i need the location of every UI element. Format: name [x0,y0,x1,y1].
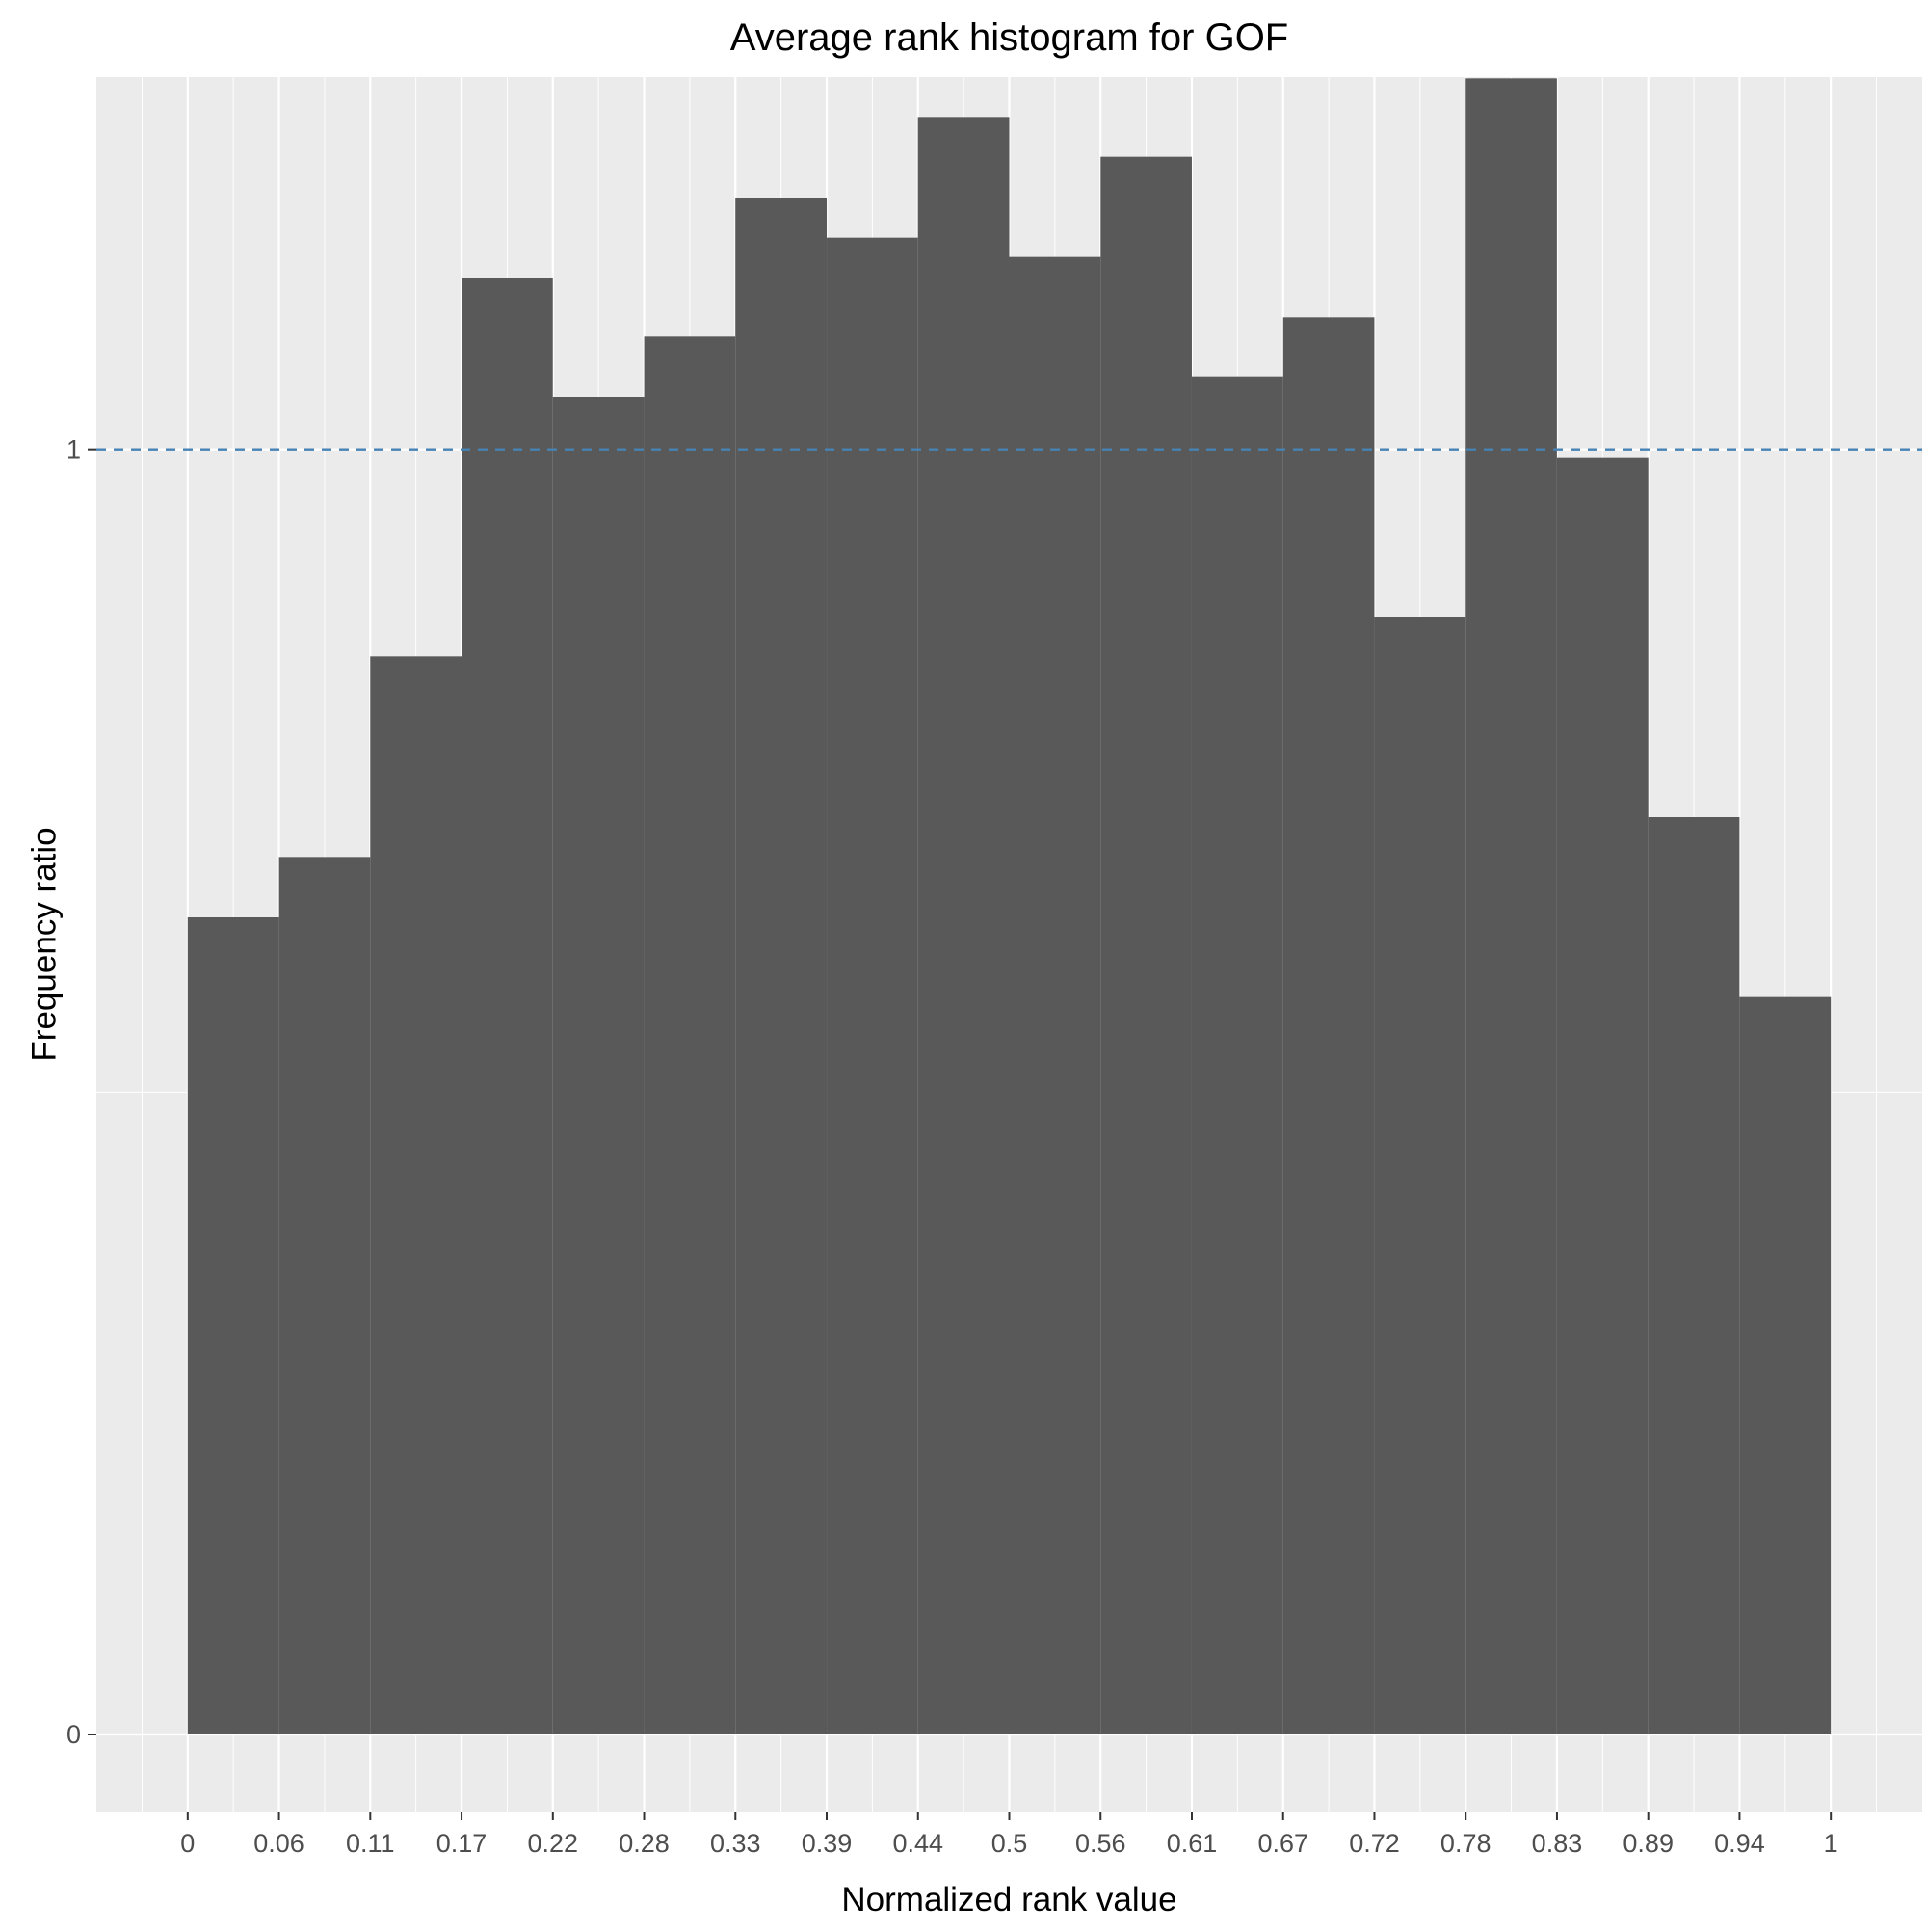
chart-title: Average rank histogram for GOF [730,16,1289,59]
x-tick-label: 0.17 [436,1829,488,1858]
x-tick-label: 0.11 [346,1829,395,1858]
histogram-bar-3 [370,656,462,1735]
histogram-bar-2 [278,857,371,1734]
histogram-bar-1 [187,917,279,1734]
histogram-bar-13 [1282,317,1375,1734]
x-tick-label: 0.83 [1532,1829,1583,1858]
x-tick-label: 0.5 [991,1829,1028,1858]
y-tick-label: 1 [66,436,81,464]
x-tick-label: 0.67 [1257,1829,1308,1858]
x-tick-label: 0.39 [802,1829,853,1858]
y-axis: 01 [66,436,96,1749]
x-tick-label: 0.72 [1349,1829,1400,1858]
x-axis-title: Normalized rank value [841,1881,1176,1919]
x-tick-label: 0.78 [1440,1829,1491,1858]
y-tick-label: 0 [66,1720,81,1749]
histogram-bar-8 [827,237,918,1735]
histogram-bar-16 [1556,457,1649,1735]
histogram-bar-9 [917,117,1010,1734]
histogram-bar-10 [1009,256,1101,1735]
x-tick-label: 0 [180,1829,195,1858]
x-tick-label: 0.56 [1075,1829,1126,1858]
histogram-bar-18 [1739,996,1832,1734]
histogram-bar-7 [735,198,828,1734]
histogram-bars [187,78,1832,1735]
x-tick-label: 0.44 [892,1829,943,1858]
x-tick-label: 0.33 [710,1829,761,1858]
x-tick-label: 0.06 [253,1829,304,1858]
x-tick-label: 0.89 [1623,1829,1674,1858]
histogram-bar-14 [1374,617,1466,1734]
histogram-bar-12 [1191,376,1283,1735]
histogram-bar-17 [1648,817,1740,1734]
histogram-bar-4 [462,278,553,1734]
x-tick-label: 0.22 [528,1829,579,1858]
histogram-bar-11 [1100,156,1192,1735]
x-tick-label: 0.61 [1167,1829,1218,1858]
histogram-bar-15 [1465,78,1557,1734]
x-tick-label: 1 [1824,1829,1838,1858]
x-tick-label: 0.94 [1714,1829,1765,1858]
x-axis: 0 0.06 0.11 0.17 0.22 0.28 0.33 0.39 0.44 0.5 0.56… [180,1812,1838,1858]
histogram-bar-6 [644,336,736,1734]
histogram-bar-5 [552,397,645,1734]
y-axis-title: Frequency ratio [25,827,63,1061]
x-tick-label: 0.28 [619,1829,670,1858]
